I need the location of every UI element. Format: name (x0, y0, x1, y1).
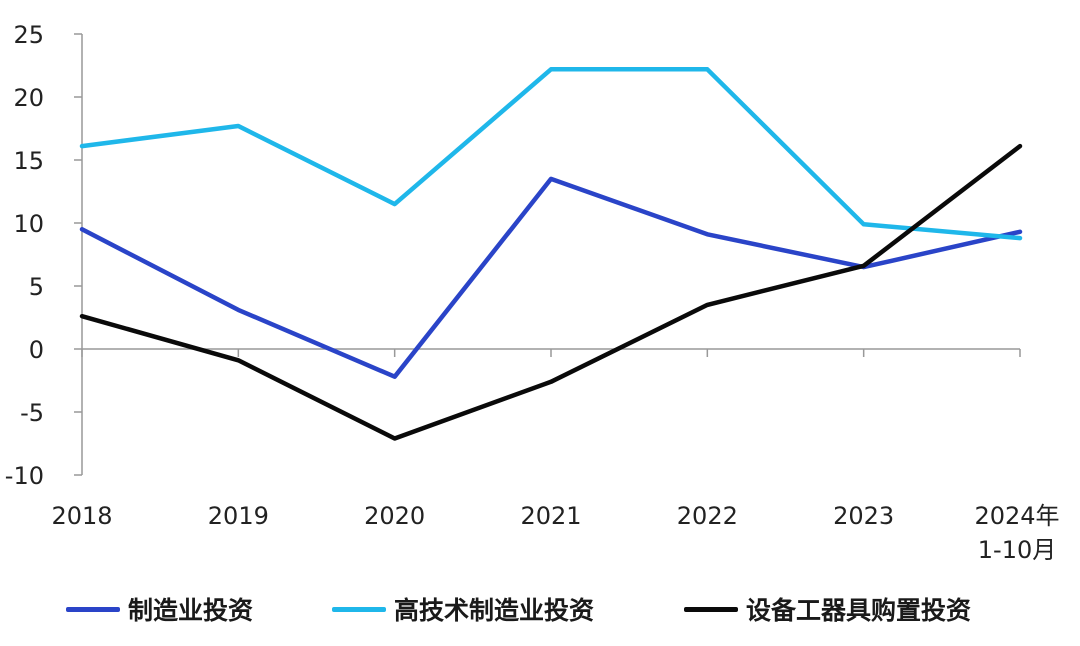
x-tick-label: 2021 (520, 502, 581, 530)
legend-label-manufacturing: 制造业投资 (128, 596, 254, 625)
legend-swatch-equipment (684, 606, 738, 612)
legend-swatch-manufacturing (66, 606, 120, 612)
y-axis-ticks: -10 -5 0 5 10 15 20 25 (5, 21, 82, 490)
x-axis-ticks: 2018 2019 2020 2021 2022 2023 2024年 1-10月 (51, 349, 1060, 564)
x-tick-label: 1-10月 (978, 536, 1056, 564)
y-tick-label: -10 (5, 462, 44, 490)
x-tick-label: 2019 (208, 502, 269, 530)
y-tick-label: 20 (13, 84, 44, 112)
legend-label-hightech: 高技术制造业投资 (394, 596, 595, 625)
y-tick-label: 5 (29, 273, 44, 301)
series-line-2 (79, 143, 1023, 441)
y-tick-label: 10 (13, 210, 44, 238)
y-tick-label: 0 (29, 336, 44, 364)
x-tick-label: 2020 (364, 502, 425, 530)
series-lines (79, 67, 1023, 441)
line-chart: -10 -5 0 5 10 15 20 25 2018 2019 2020 2021 2022 2023… (5, 21, 1060, 564)
y-tick-label: 25 (13, 21, 44, 49)
x-tick-label: 2024年 (974, 502, 1059, 530)
legend-swatch-hightech (332, 606, 386, 612)
legend-item-hightech: 高技术制造业投资 (332, 584, 594, 634)
series-line-0 (79, 176, 1023, 379)
legend-label-equipment: 设备工器具购置投资 (746, 596, 972, 625)
legend: 制造业投资 高技术制造业投资 设备工器具购置投资 (0, 584, 1080, 634)
x-tick-label: 2023 (833, 502, 894, 530)
y-tick-label: -5 (20, 399, 44, 427)
legend-item-equipment: 设备工器具购置投资 (684, 584, 971, 634)
series-line-1 (79, 67, 1023, 241)
legend-item-manufacturing: 制造业投资 (66, 584, 253, 634)
x-tick-label: 2018 (51, 502, 112, 530)
x-tick-label: 2022 (677, 502, 738, 530)
y-tick-label: 15 (13, 147, 44, 175)
